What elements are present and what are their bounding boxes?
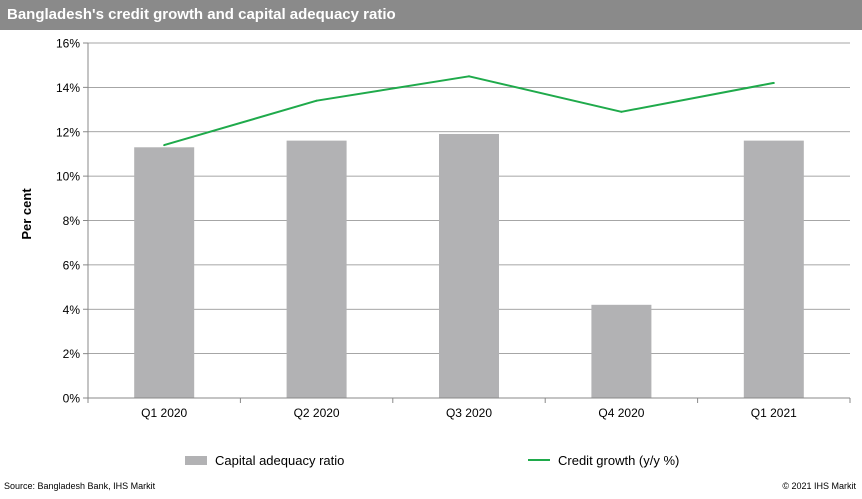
legend-item-capital-adequacy: Capital adequacy ratio (185, 451, 344, 469)
bar-capital-adequacy (439, 133, 499, 398)
y-tick-label: 0% (63, 392, 81, 406)
y-tick-label: 14% (56, 81, 80, 95)
legend-item-credit-growth: Credit growth (y/y %) (528, 451, 679, 469)
y-tick-label: 6% (63, 258, 81, 272)
copyright-note: © 2021 IHS Markit (782, 481, 856, 491)
y-tick-label: 12% (56, 125, 80, 139)
point-credit-growth (620, 110, 623, 113)
x-tick-label: Q4 2020 (598, 406, 644, 420)
axes (83, 42, 851, 403)
title-bar: Bangladesh's credit growth and capital a… (0, 0, 862, 30)
y-tick-label: 8% (63, 214, 81, 228)
legend-line-swatch (528, 459, 550, 461)
bar-series (134, 133, 804, 398)
point-credit-growth (315, 99, 318, 102)
x-tick-label: Q1 2020 (141, 406, 187, 420)
x-tick-label: Q1 2021 (751, 406, 797, 420)
line-series (163, 75, 775, 147)
tick-labels: 0% 2% 4% 6% 8% 10% 12% 14% 16% Q1 2020 Q2 2020 Q3 2… (56, 37, 797, 421)
legend-label: Capital adequacy ratio (215, 452, 345, 468)
chart-title: Bangladesh's credit growth and capital a… (7, 6, 396, 23)
source-note: Source: Bangladesh Bank, IHS Markit (4, 481, 156, 491)
y-tick-label: 16% (56, 37, 80, 51)
point-credit-growth (468, 75, 470, 78)
point-credit-growth (772, 81, 775, 84)
bar-capital-adequacy (286, 140, 347, 398)
bar-capital-adequacy (134, 147, 195, 398)
legend-bar-swatch (185, 455, 207, 465)
y-tick-label: 10% (56, 170, 80, 184)
point-credit-growth (163, 144, 166, 147)
x-tick-label: Q2 2020 (294, 406, 340, 420)
y-tick-label: 4% (63, 303, 81, 317)
y-tick-label: 2% (63, 347, 81, 361)
bar-capital-adequacy (743, 140, 804, 398)
legend-label: Credit growth (y/y %) (558, 452, 680, 468)
bar-capital-adequacy (591, 304, 652, 398)
x-tick-label: Q3 2020 (446, 406, 492, 420)
y-axis-label: Per cent (19, 188, 34, 240)
